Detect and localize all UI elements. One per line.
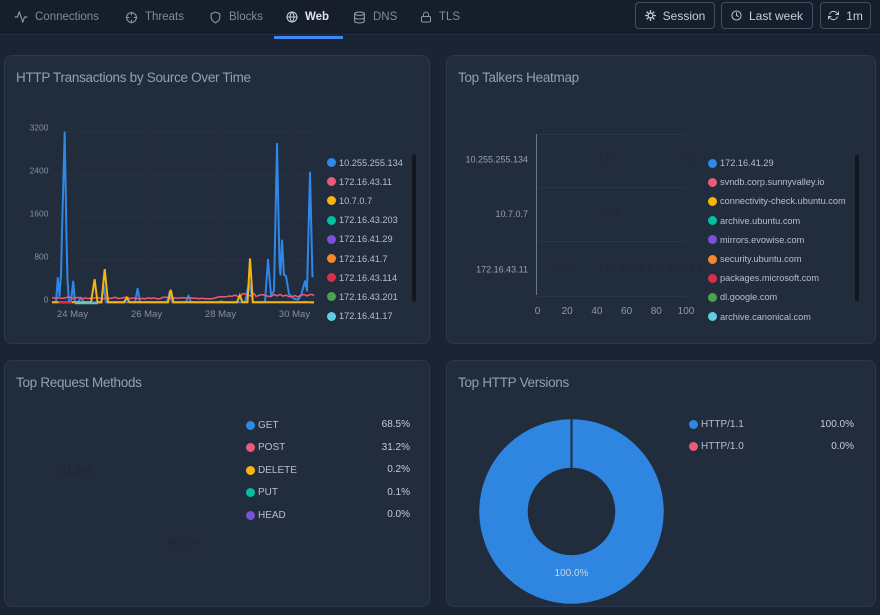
svg-text:10.7.0.7: 10.7.0.7 [495, 209, 528, 219]
svg-text:3200: 3200 [30, 123, 49, 133]
svg-text:60: 60 [621, 306, 633, 317]
svg-text:28 May: 28 May [205, 309, 236, 320]
svg-text:10.255.255.134: 10.255.255.134 [465, 154, 528, 164]
svg-text:10.6: 10.6 [553, 263, 571, 273]
svg-text:172.16.43.11: 172.16.43.11 [476, 265, 528, 275]
svg-text:40: 40 [591, 306, 603, 317]
svg-text:800: 800 [34, 252, 48, 262]
svg-text:0: 0 [535, 306, 541, 317]
svg-text:7.9: 7.9 [683, 154, 696, 164]
svg-text:30 May: 30 May [279, 309, 310, 320]
svg-text:1600: 1600 [30, 209, 49, 219]
svg-text:80: 80 [651, 306, 663, 317]
svg-text:7.8: 7.8 [598, 154, 611, 164]
svg-text:26 May: 26 May [131, 309, 162, 320]
svg-text:24 May: 24 May [57, 309, 88, 320]
svg-text:20: 20 [562, 306, 574, 317]
svg-text:100: 100 [678, 306, 695, 317]
svg-text:0: 0 [44, 295, 49, 305]
svg-text:2400: 2400 [30, 166, 49, 176]
svg-text:10.8: 10.8 [603, 209, 621, 219]
svg-text:1.7 10.4 10.3 2.4 1.9: 1.7 10.4 10.3 2.4 1.9 [620, 263, 703, 273]
svg-text:7.05: 7.05 [598, 263, 616, 273]
